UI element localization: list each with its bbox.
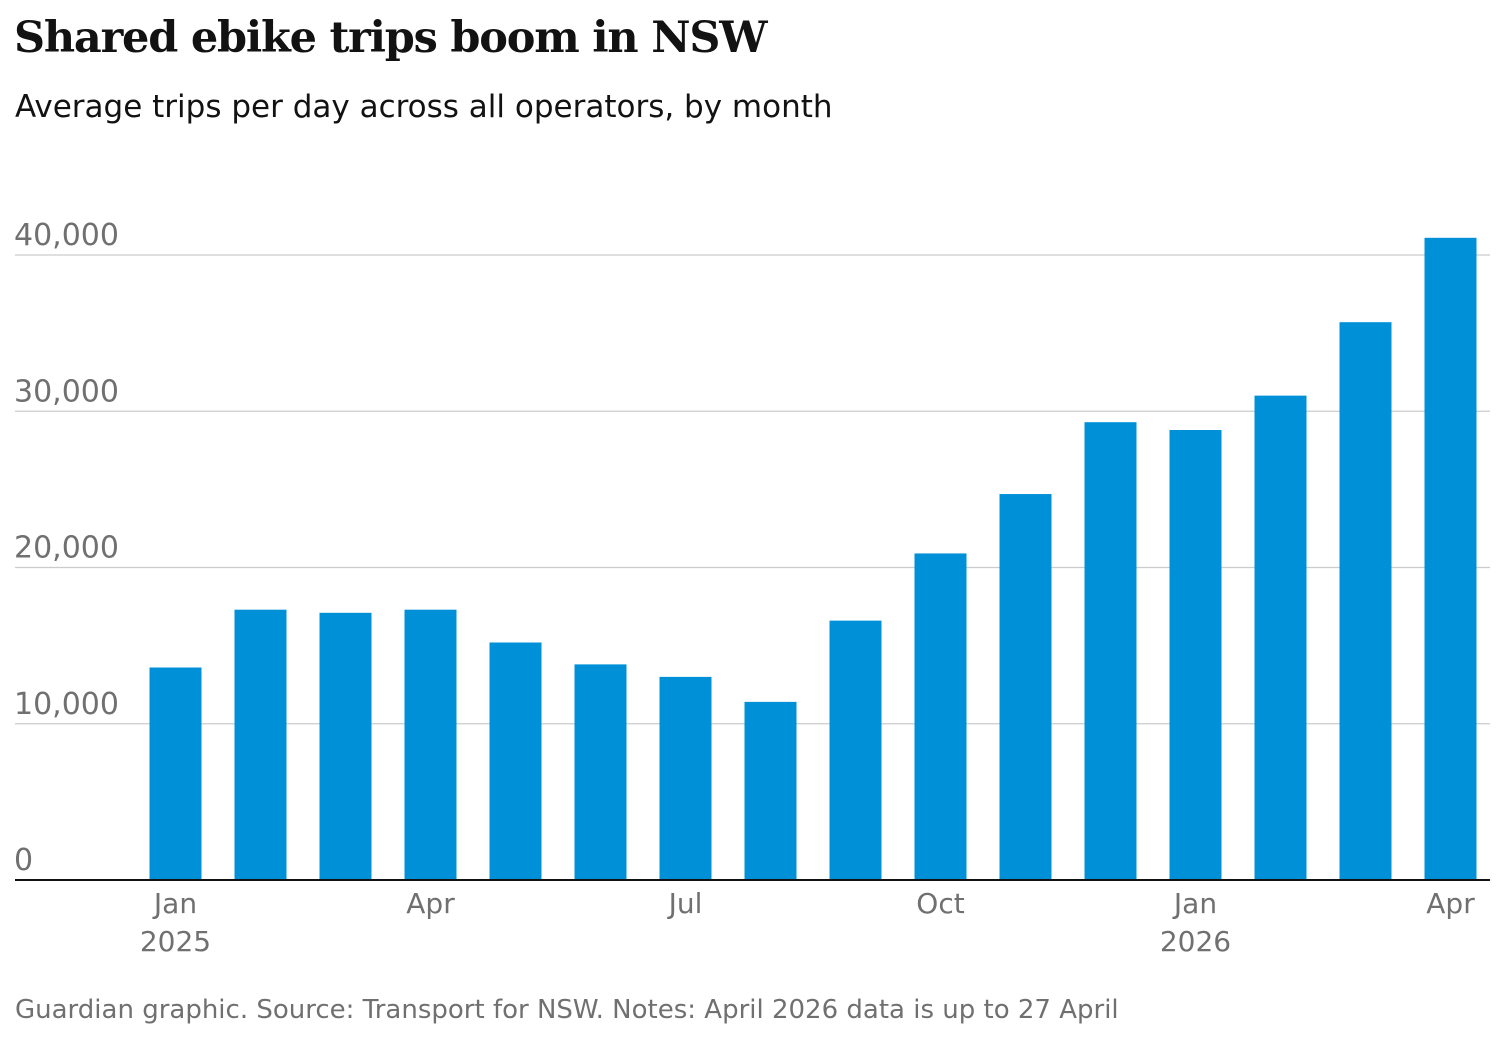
x-tick-label: Apr bbox=[1426, 887, 1475, 920]
x-tick-label: Oct bbox=[916, 887, 964, 920]
y-tick-label: 0 bbox=[14, 843, 33, 878]
y-tick-label: 20,000 bbox=[14, 531, 119, 566]
bar: Aug 2025: 11400 bbox=[744, 701, 797, 881]
x-axis-tick-labels: Jan 2025 Apr Jul Oct Jan 2026 Apr bbox=[140, 887, 1475, 958]
bar: Jul 2025: 13000 bbox=[659, 676, 712, 881]
bar: Nov 2025: 24700 bbox=[999, 494, 1052, 880]
bar: Mar 2025: 17100 bbox=[319, 612, 372, 880]
bar: Jan 2025: 13600 bbox=[149, 667, 202, 880]
x-tick-label: Jan bbox=[152, 887, 197, 920]
bar: Sep 2025: 16600 bbox=[829, 620, 882, 881]
y-tick-label: 40,000 bbox=[14, 218, 119, 253]
bar: Mar 2026: 35700 bbox=[1339, 322, 1392, 880]
bar: Jun 2025: 13800 bbox=[574, 664, 627, 881]
x-tick-label: Jul bbox=[667, 887, 703, 920]
bar: May 2025: 15200 bbox=[489, 642, 542, 880]
bar: Feb 2025: 17300 bbox=[234, 609, 287, 880]
bar: Apr 2026: 41100 bbox=[1424, 237, 1477, 880]
x-tick-label: Apr bbox=[406, 887, 455, 920]
bar: Oct 2025: 20900 bbox=[914, 553, 967, 880]
x-tick-year-label: 2025 bbox=[140, 925, 211, 958]
bar: Jan 2026: 28800 bbox=[1169, 430, 1222, 880]
bar: Apr 2025: 17300 bbox=[404, 609, 457, 880]
x-tick-label: Jan bbox=[1172, 887, 1217, 920]
y-axis-tick-labels: 0 10,000 20,000 30,000 40,000 bbox=[14, 218, 119, 878]
source-note: Guardian graphic. Source: Transport for … bbox=[15, 995, 1119, 1025]
bar: Feb 2026: 31000 bbox=[1254, 395, 1307, 881]
chart-title: Shared ebike trips boom in NSW bbox=[14, 13, 768, 63]
bars: Jan 2025: 13600 Feb 2025: 17300 Mar 2025: … bbox=[149, 237, 1477, 881]
bar: Dec 2025: 29300 bbox=[1084, 422, 1137, 880]
chart-subtitle: Average trips per day across all operato… bbox=[15, 89, 833, 125]
y-tick-label: 10,000 bbox=[14, 687, 119, 722]
y-tick-label: 30,000 bbox=[14, 374, 119, 409]
x-tick-year-label: 2026 bbox=[1160, 925, 1231, 958]
